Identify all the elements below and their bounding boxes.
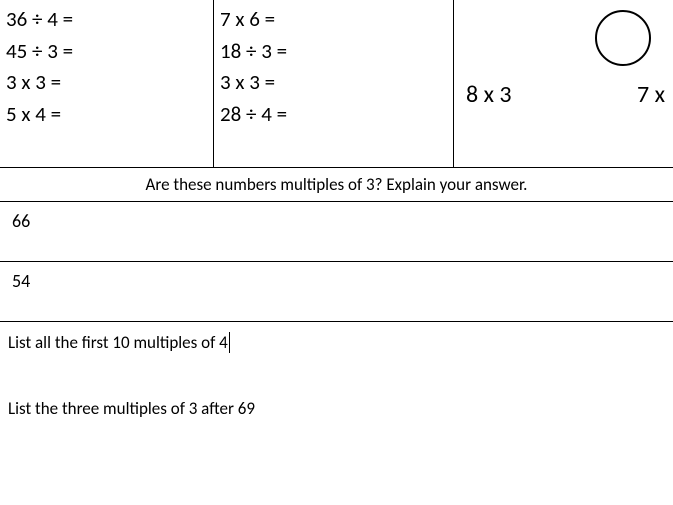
equation-column-2: 7 x 6 = 18 ÷ 3 = 3 x 3 = 28 ÷ 4 =	[214, 0, 454, 167]
top-equation-row: 36 ÷ 4 = 45 ÷ 3 = 3 x 3 = 5 x 4 = 7 x 6 …	[0, 0, 673, 168]
equation: 3 x 3 =	[6, 67, 207, 99]
prompt-multiples-of-3[interactable]: List the three multiples of 3 after 69	[0, 388, 673, 454]
compare-right: 7 x	[637, 80, 665, 109]
prompt-multiples-of-4[interactable]: List all the first 10 multiples of 4	[0, 322, 673, 388]
equation: 5 x 4 =	[6, 99, 207, 131]
answer-row-66[interactable]: 66	[0, 202, 673, 262]
equation: 45 ÷ 3 =	[6, 36, 207, 68]
answer-number: 66	[12, 210, 30, 232]
question-header: Are these numbers multiples of 3? Explai…	[0, 168, 673, 202]
equation: 36 ÷ 4 =	[6, 4, 207, 36]
compare-left: 8 x 3	[466, 80, 512, 109]
equation: 28 ÷ 4 =	[220, 99, 447, 131]
prompt-text: List all the first 10 multiples of 4	[8, 332, 230, 353]
equation: 3 x 3 =	[220, 67, 447, 99]
answer-number: 54	[12, 270, 30, 292]
comparison-circle[interactable]	[595, 10, 651, 66]
answer-row-54[interactable]: 54	[0, 262, 673, 322]
prompt-text: List the three multiples of 3 after 69	[8, 398, 255, 419]
equation-column-1: 36 ÷ 4 = 45 ÷ 3 = 3 x 3 = 5 x 4 =	[0, 0, 214, 167]
comparison-column: 8 x 3 7 x	[454, 0, 673, 167]
equation: 18 ÷ 3 =	[220, 36, 447, 68]
equation: 7 x 6 =	[220, 4, 447, 36]
comparison-expressions: 8 x 3 7 x	[454, 80, 673, 109]
